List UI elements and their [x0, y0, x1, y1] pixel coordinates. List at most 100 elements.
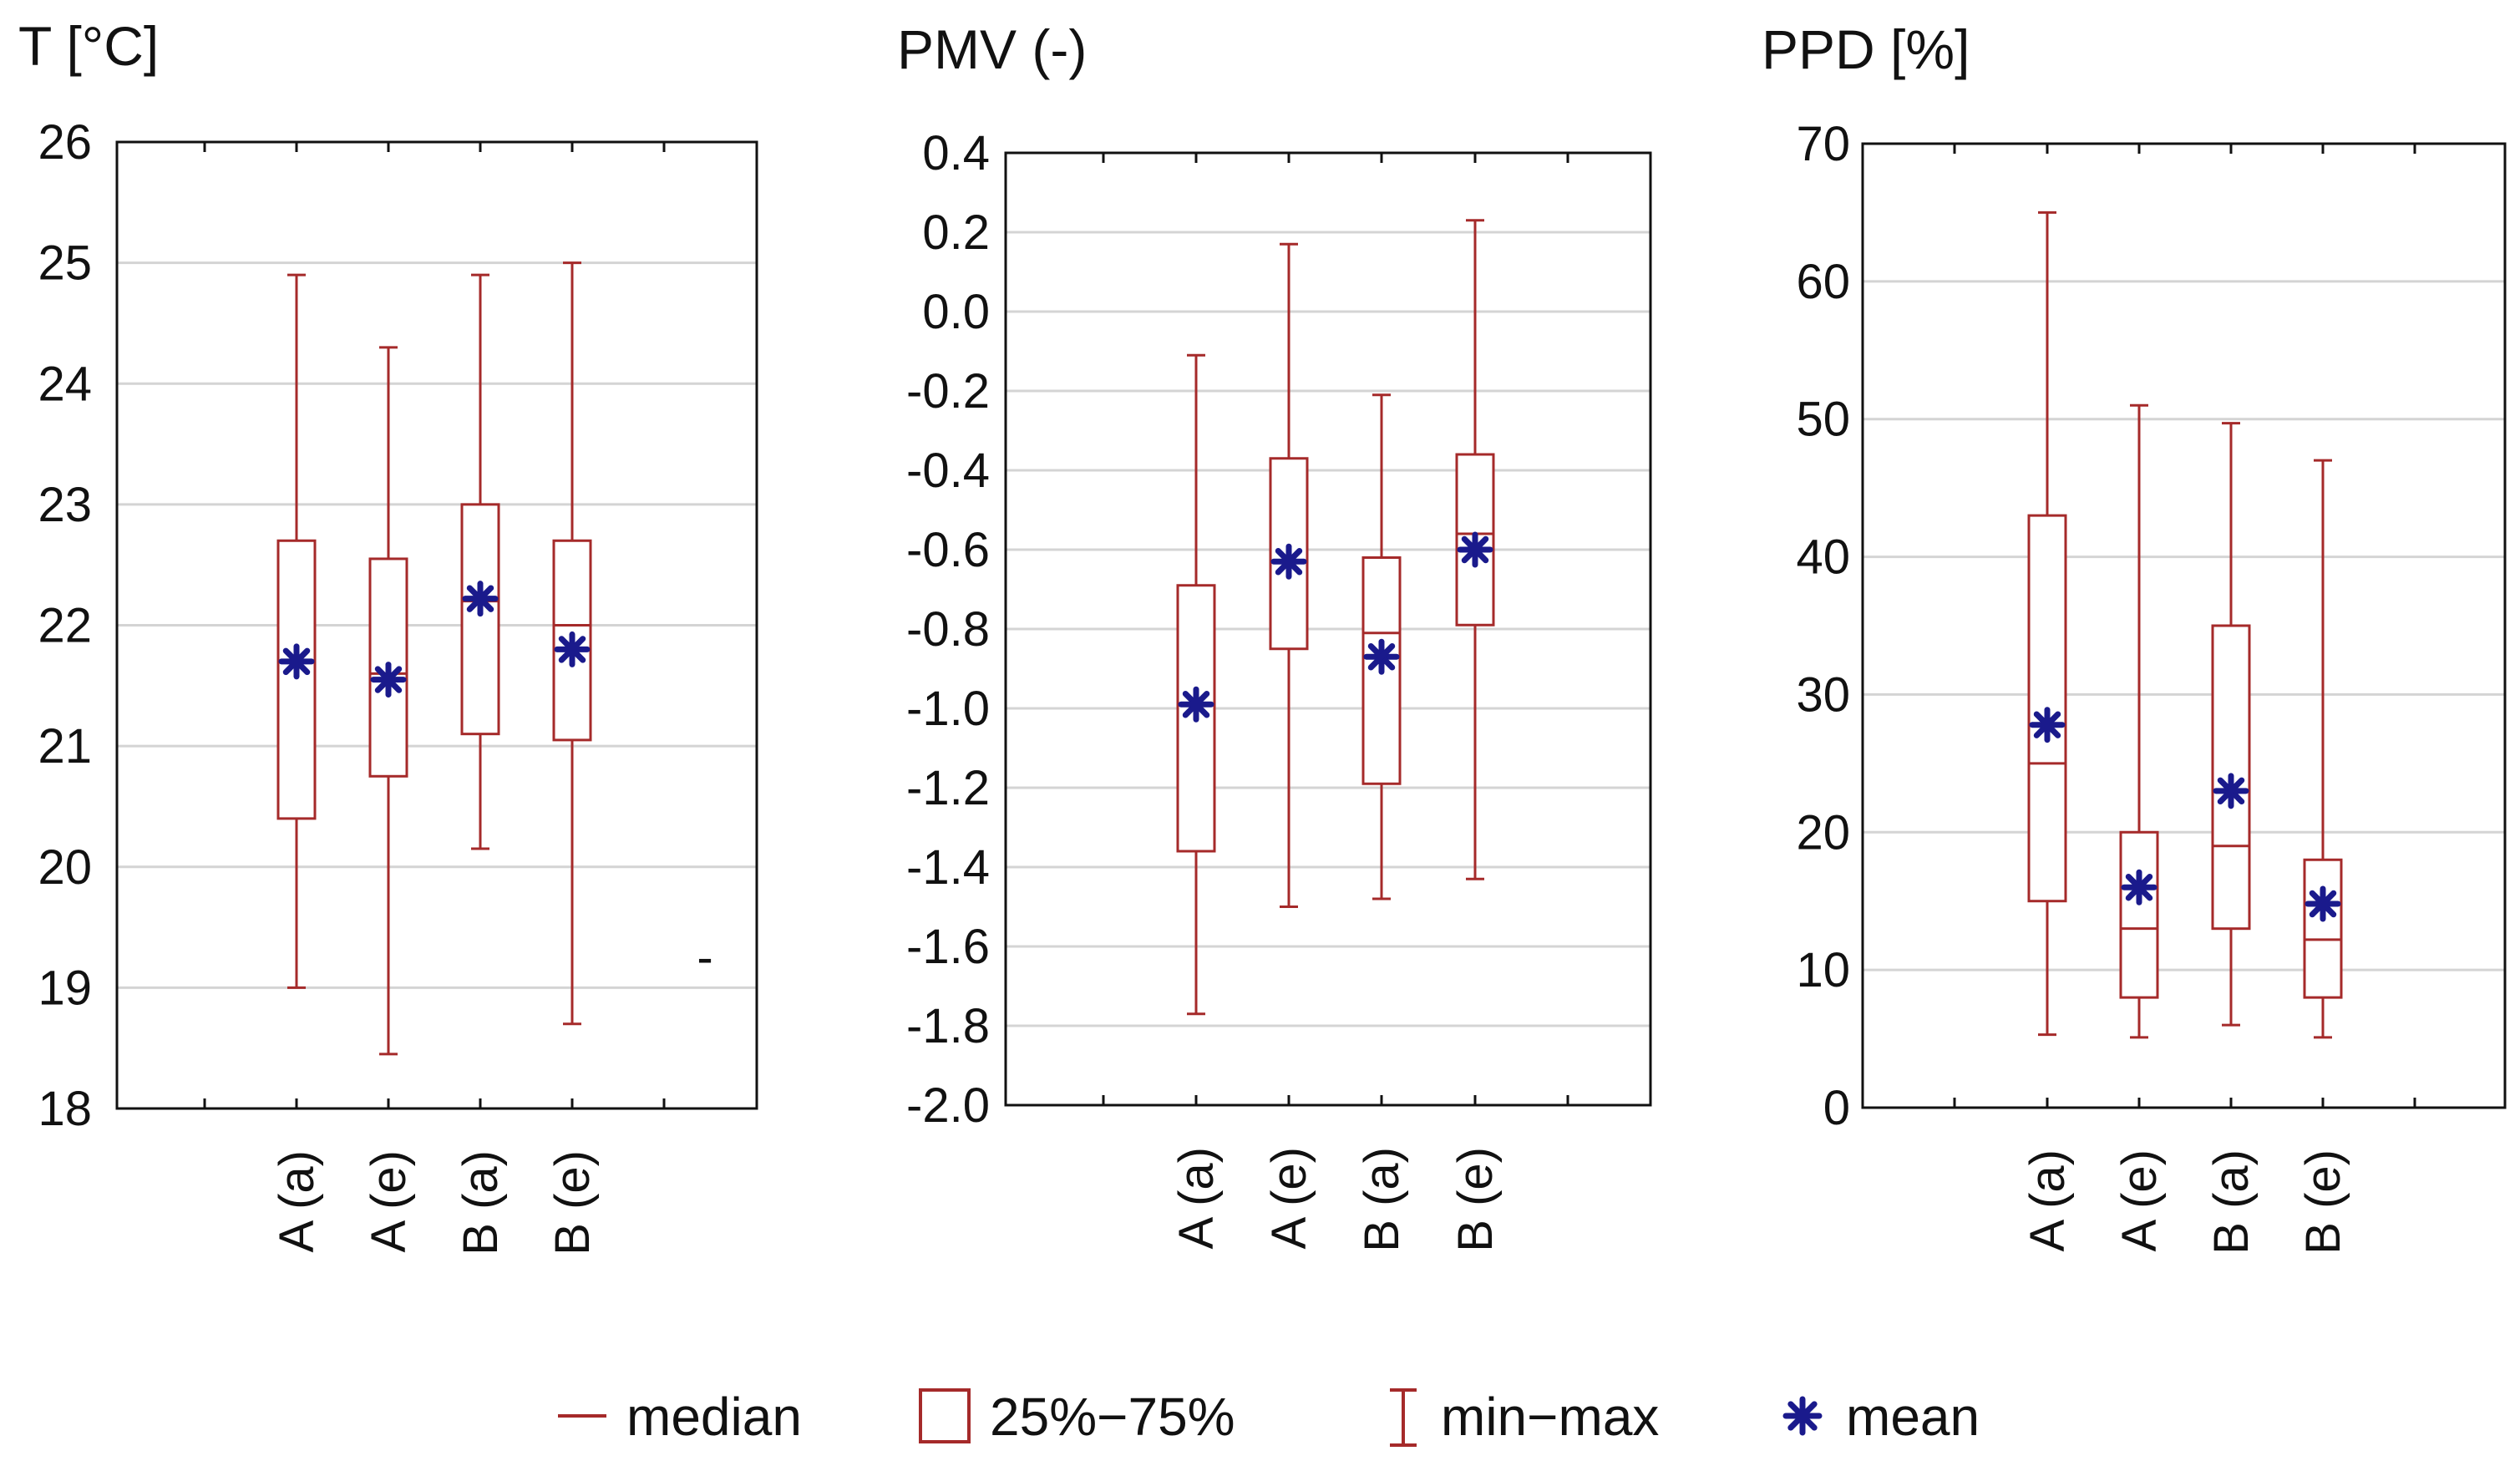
panel-2: -2.0 -1.8 -1.6 -1.4 -1.2 -1.0 -0.8 -0.6 -0.4 -0.2… — [897, 18, 1652, 1252]
mean-marker — [1270, 543, 1307, 580]
box-a-a- — [1176, 353, 1216, 1016]
box-a-a- — [276, 273, 317, 989]
panel-title: PPD [%] — [1762, 18, 1970, 80]
mean-marker-stroke — [1275, 548, 1303, 576]
y-tick-label: 0 — [1823, 1081, 1850, 1135]
x-category-label: B (e) — [1448, 1147, 1503, 1252]
x-category-label: B (a) — [1355, 1147, 1409, 1252]
mean-marker-stroke — [1367, 643, 1396, 671]
legend-mean-symbol — [1782, 1396, 1823, 1436]
y-tick-label: -0.2 — [906, 364, 990, 419]
y-tick-label: 60 — [1796, 255, 1850, 309]
mean-marker — [1457, 531, 1493, 568]
iqr-box — [2027, 514, 2067, 903]
legend-mean-label: mean — [1846, 1387, 1980, 1447]
y-tick-label: 21 — [38, 719, 92, 774]
x-category-label: A (e) — [2112, 1149, 2167, 1252]
mean-marker-stroke — [282, 647, 311, 676]
iqr-box — [2211, 624, 2251, 931]
y-tick-label: 50 — [1796, 393, 1850, 447]
panel-1: 18 19 20 21 22 23 24 25 26 T [°C] A (a) A (e) B (a) B… — [18, 15, 758, 1256]
x-category-label: A (a) — [1169, 1147, 1224, 1250]
plot-frame — [115, 140, 758, 1110]
mean-marker-stroke — [1182, 691, 1210, 718]
y-tick-label: 19 — [38, 961, 92, 1015]
panel-annotation: - — [697, 931, 712, 985]
box-b-a- — [2211, 422, 2251, 1027]
y-tick-label: 25 — [38, 236, 92, 291]
mean-marker — [2029, 707, 2066, 743]
y-tick-label: 20 — [38, 840, 92, 895]
mean-marker — [2305, 885, 2341, 922]
iqr-box — [2303, 858, 2343, 999]
x-category-label: A (a) — [2021, 1149, 2075, 1252]
y-tick-label: -1.2 — [906, 761, 990, 815]
mean-marker-stroke — [466, 585, 494, 612]
y-tick-label: 0.0 — [922, 285, 990, 339]
mean-marker-stroke — [2033, 711, 2061, 738]
legend: median 25%−75% min−max mean — [558, 1387, 1980, 1447]
y-tick-label: 26 — [38, 115, 92, 170]
legend-mean-star-stroke — [1787, 1401, 1818, 1431]
x-category-label: A (a) — [270, 1150, 324, 1253]
box-b-a- — [1361, 393, 1402, 900]
iqr-box — [276, 539, 317, 820]
y-tick-label: 70 — [1796, 117, 1850, 171]
box-b-e- — [552, 261, 592, 1026]
x-category-label: A (e) — [1262, 1147, 1316, 1250]
y-tick-label: 10 — [1796, 943, 1850, 997]
box-b-e- — [2303, 459, 2343, 1039]
y-tick-label: -1.6 — [906, 920, 990, 974]
iqr-box — [2119, 830, 2159, 999]
y-tick-label: 0.2 — [922, 205, 990, 260]
mean-marker — [1178, 686, 1214, 723]
legend-box-symbol — [919, 1388, 971, 1443]
plot-frame — [1861, 142, 2507, 1109]
legend-whisker-label: min−max — [1441, 1387, 1659, 1447]
x-category-label: B (a) — [454, 1150, 508, 1256]
box-a-e- — [2119, 403, 2159, 1039]
mean-marker-stroke — [558, 636, 586, 663]
y-tick-label: 20 — [1796, 805, 1850, 860]
x-category-label: B (e) — [2296, 1149, 2350, 1255]
panel-title: T [°C] — [18, 15, 159, 77]
y-tick-label: -1.0 — [906, 682, 990, 736]
y-tick-label: 23 — [38, 478, 92, 532]
y-tick-label: 40 — [1796, 530, 1850, 585]
x-category-label: A (e) — [362, 1150, 416, 1253]
mean-marker-stroke — [1461, 535, 1489, 564]
x-category-label: B (e) — [545, 1150, 600, 1256]
y-tick-label: -0.4 — [906, 444, 990, 498]
box-b-e- — [1455, 219, 1495, 880]
mean-marker — [1363, 638, 1400, 675]
mean-marker-stroke — [2217, 777, 2245, 805]
panel-3: 0 10 20 30 40 50 60 70 PPD [%] A (a) A (e) B (a) B (… — [1762, 18, 2507, 1255]
mean-marker — [2213, 773, 2249, 809]
box-a-e- — [1269, 242, 1309, 908]
y-tick-label: -0.8 — [906, 602, 990, 657]
legend-mean-star — [1782, 1396, 1823, 1436]
y-tick-label: -0.6 — [906, 523, 990, 577]
y-tick-label: 30 — [1796, 667, 1850, 722]
mean-marker — [2121, 869, 2157, 906]
iqr-box — [460, 503, 500, 736]
legend-box-label: 25%−75% — [990, 1387, 1235, 1447]
y-tick-label: 18 — [38, 1082, 92, 1136]
mean-marker — [462, 581, 499, 617]
x-category-label: B (a) — [2204, 1149, 2259, 1255]
y-tick-label: 0.4 — [922, 126, 990, 180]
mean-marker — [370, 662, 407, 698]
panel-title: PMV (-) — [897, 18, 1087, 80]
mean-marker-stroke — [374, 666, 403, 693]
plot-frame — [1004, 151, 1652, 1107]
y-tick-label: 22 — [38, 599, 92, 653]
mean-marker — [554, 631, 591, 667]
chart-panels: 18 19 20 21 22 23 24 25 26 T [°C] A (a) A (e) B (a) B… — [18, 15, 2507, 1256]
box-a-e- — [368, 346, 408, 1056]
legend-median-label: median — [626, 1387, 802, 1447]
y-tick-label: -2.0 — [906, 1078, 990, 1133]
box-a-a- — [2027, 211, 2067, 1037]
box-b-a- — [460, 273, 500, 850]
y-tick-label: -1.8 — [906, 999, 990, 1053]
